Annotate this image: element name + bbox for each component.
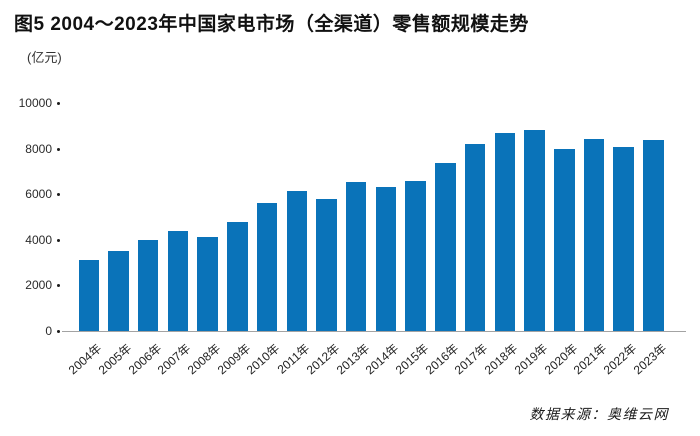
x-tick-label: 2012年 xyxy=(303,341,343,378)
figure-title: 图5 2004～2023年中国家电市场（全渠道）零售额规模走势 xyxy=(14,14,529,35)
x-tick-label: 2019年 xyxy=(511,341,551,378)
x-tick-label: 2007年 xyxy=(155,341,194,378)
y-tick-dot xyxy=(56,330,60,333)
x-tick-label: 2018年 xyxy=(481,341,521,378)
x-tick-label: 2009年 xyxy=(214,341,253,378)
bar xyxy=(583,139,605,332)
y-tick-dot xyxy=(56,102,60,106)
x-tick-label: 2014年 xyxy=(363,341,402,378)
bar xyxy=(197,236,218,332)
bar xyxy=(345,182,367,332)
x-tick-label: 2008年 xyxy=(184,341,224,378)
y-tick-dot xyxy=(56,147,60,151)
x-tick-label: 2016年 xyxy=(422,341,461,378)
bar xyxy=(167,231,189,332)
y-tick-label: 6000 xyxy=(25,187,52,202)
bar xyxy=(613,147,634,332)
x-tick-label: 2011年 xyxy=(274,341,313,377)
bar xyxy=(405,181,426,332)
bar xyxy=(494,133,516,332)
data-source-note: 数据来源：奥维云网 xyxy=(529,408,669,423)
x-tick-label: 2023年 xyxy=(630,341,669,378)
bar xyxy=(643,140,664,332)
x-tick-label: 2022年 xyxy=(600,341,640,378)
y-tick-label: 0 xyxy=(45,324,52,338)
bar xyxy=(375,186,397,332)
y-tick-dot xyxy=(56,284,60,288)
bar xyxy=(227,222,248,332)
bar xyxy=(78,259,99,332)
y-tick-label: 4000 xyxy=(25,232,52,247)
x-tick-label: 2015年 xyxy=(392,341,432,378)
x-axis-line xyxy=(62,330,686,333)
x-tick-label: 2005年 xyxy=(95,341,135,378)
bar xyxy=(316,199,337,332)
x-tick-label: 2020年 xyxy=(541,341,580,378)
x-tick-label: 2017年 xyxy=(452,341,491,378)
bar xyxy=(256,202,278,332)
bar xyxy=(554,149,575,332)
x-tick-label: 2013年 xyxy=(333,341,372,378)
bar xyxy=(108,250,129,332)
y-tick-label: 10000 xyxy=(18,96,52,111)
y-tick-dot xyxy=(56,238,60,242)
bar xyxy=(137,240,159,332)
x-tick-label: 2010年 xyxy=(244,341,283,378)
y-tick-label: 8000 xyxy=(25,141,52,156)
x-tick-label: 2006年 xyxy=(125,341,164,378)
bar xyxy=(435,162,456,332)
x-tick-label: 2004年 xyxy=(65,341,105,378)
x-tick-label: 2021年 xyxy=(571,341,610,378)
bar xyxy=(464,143,486,332)
y-tick-dot xyxy=(56,193,60,197)
y-tick-label: 2000 xyxy=(25,278,52,293)
bar xyxy=(286,191,308,332)
y-axis-unit-label: (亿元) xyxy=(27,50,62,65)
bar xyxy=(524,129,545,332)
